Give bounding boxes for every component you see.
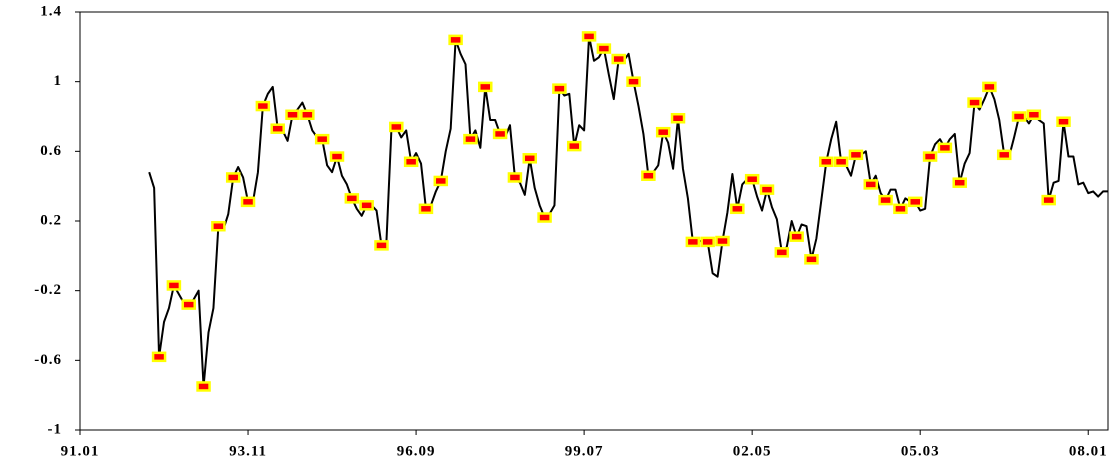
data-marker (507, 172, 523, 183)
data-marker (759, 184, 775, 195)
data-marker (596, 43, 612, 54)
data-marker (359, 200, 374, 211)
data-marker (181, 299, 196, 310)
data-marker (1056, 116, 1071, 127)
data-marker (403, 156, 419, 168)
x-tick-label: 02.05 (733, 443, 772, 459)
y-tick-label: -1 (48, 421, 63, 437)
data-marker (715, 235, 730, 247)
data-marker (374, 240, 389, 251)
data-marker (804, 254, 819, 265)
data-marker (937, 142, 953, 154)
data-marker (996, 149, 1012, 161)
data-marker (211, 220, 226, 232)
data-marker (670, 112, 686, 124)
data-marker (641, 170, 656, 181)
y-tick-label: 0.6 (40, 143, 62, 159)
data-marker (700, 236, 715, 248)
data-marker (819, 156, 834, 168)
data-marker (492, 128, 508, 140)
data-marker (255, 100, 271, 112)
data-marker (730, 203, 745, 215)
data-marker (270, 123, 285, 134)
data-marker (433, 175, 449, 187)
y-tick-label: -0.2 (34, 282, 62, 298)
data-marker (685, 236, 701, 248)
x-tick-label: 93.11 (229, 443, 267, 459)
data-marker (329, 151, 345, 162)
data-marker (626, 76, 641, 87)
data-marker (566, 140, 582, 152)
data-marker (344, 193, 360, 204)
data-marker (463, 133, 478, 145)
data-marker (1011, 111, 1027, 122)
data-marker (151, 351, 167, 363)
data-marker (478, 81, 493, 93)
data-marker (552, 83, 567, 94)
x-tick-label: 05.03 (901, 443, 940, 459)
data-marker (789, 231, 804, 242)
y-tick-label: -0.6 (34, 352, 62, 368)
data-marker (448, 34, 463, 46)
y-tick-label: 0.2 (40, 212, 62, 228)
data-marker (285, 109, 300, 121)
data-marker (774, 247, 790, 258)
data-marker (418, 203, 434, 215)
data-marker (967, 97, 982, 108)
x-tick-label: 08.01 (1069, 443, 1108, 459)
data-marker (1041, 194, 1056, 206)
data-marker (908, 196, 923, 208)
data-marker (537, 212, 552, 223)
data-marker (389, 121, 404, 133)
data-marker (952, 177, 967, 188)
data-marker (166, 280, 182, 291)
data-marker (314, 133, 330, 145)
x-tick-label: 91.01 (61, 443, 100, 459)
data-marker (581, 31, 597, 42)
plot-frame (79, 11, 1109, 431)
data-marker (240, 196, 256, 208)
x-tick-label: 99.07 (565, 443, 604, 459)
data-marker (922, 151, 938, 162)
data-marker (611, 53, 626, 65)
data-marker (744, 173, 760, 185)
data-marker (655, 126, 671, 138)
data-marker (863, 179, 879, 190)
data-marker (893, 203, 908, 215)
data-marker (300, 109, 315, 121)
data-marker (522, 153, 537, 164)
data-marker (982, 81, 997, 93)
y-tick-label: 1.4 (40, 3, 62, 19)
data-marker (848, 149, 864, 161)
data-marker (878, 194, 893, 206)
data-line (148, 35, 1108, 388)
x-tick-label: 96.09 (397, 443, 436, 459)
data-marker (1026, 109, 1042, 121)
data-marker (225, 172, 241, 183)
data-marker (196, 381, 211, 392)
y-tick-label: 1 (54, 73, 63, 89)
data-marker (833, 156, 849, 168)
